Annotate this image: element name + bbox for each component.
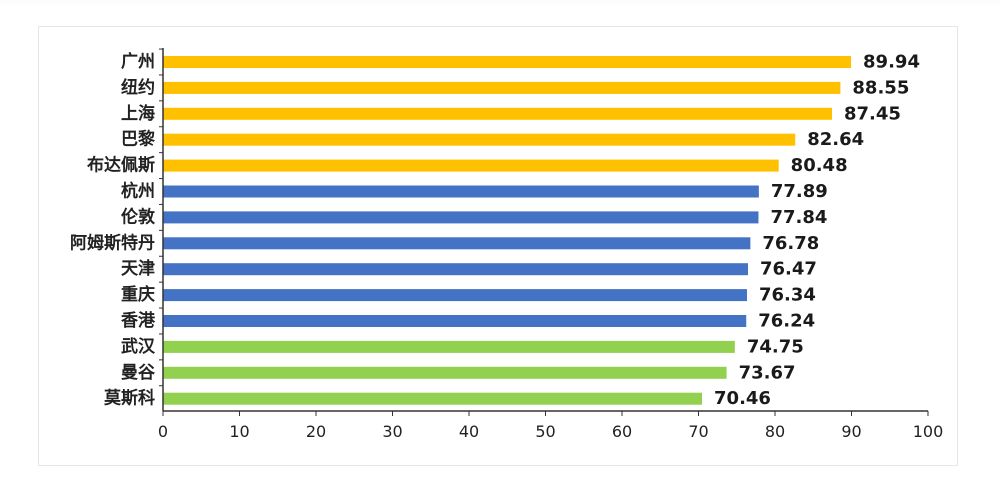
bar (163, 366, 727, 379)
category-label: 武汉 (121, 336, 156, 357)
value-label: 73.67 (739, 362, 796, 383)
x-tick-label: 50 (535, 422, 555, 441)
category-label: 广州 (121, 51, 155, 72)
value-label: 74.75 (747, 336, 804, 357)
x-tick-label: 10 (229, 422, 249, 441)
category-label: 伦敦 (121, 206, 156, 227)
value-label: 89.94 (863, 52, 920, 73)
x-tick-label: 40 (459, 422, 479, 441)
category-label: 重庆 (121, 284, 155, 305)
bar (163, 185, 759, 198)
x-tick-label: 100 (913, 422, 944, 441)
bar (163, 263, 748, 276)
value-label: 76.34 (759, 285, 816, 306)
bar (163, 159, 779, 172)
value-label: 82.64 (807, 129, 864, 150)
value-label: 77.89 (771, 181, 828, 202)
value-labels: 89.94 88.55 87.45 82.64 80.48 77.89 77.84 76.78… (714, 52, 920, 410)
category-label: 天津 (121, 258, 155, 279)
category-label: 巴黎 (121, 129, 155, 150)
category-label: 上海 (121, 103, 155, 124)
x-tick-label: 20 (306, 422, 326, 441)
x-tick-label: 90 (841, 422, 861, 441)
bar (163, 289, 748, 302)
category-label: 阿姆斯特丹 (70, 232, 155, 253)
bars-group (163, 56, 852, 405)
bar (163, 315, 747, 327)
value-label: 80.48 (791, 155, 848, 176)
category-label: 香港 (121, 310, 156, 331)
value-label: 77.84 (770, 207, 827, 228)
bar (163, 340, 735, 353)
x-tick-label: 60 (612, 422, 632, 441)
bar (163, 133, 796, 146)
axes (159, 48, 929, 416)
value-label: 70.46 (714, 388, 771, 409)
x-tick-label: 0 (158, 422, 168, 441)
x-tick-label: 70 (688, 422, 708, 441)
bar (163, 211, 759, 224)
category-label: 布达佩斯 (87, 155, 155, 176)
bar (163, 56, 852, 68)
bar (163, 107, 832, 120)
x-tick-labels: 0 10 20 30 40 50 60 70 80 90 100 (158, 422, 943, 441)
category-label: 莫斯科 (103, 388, 155, 409)
bar (163, 81, 841, 94)
x-tick-label: 30 (382, 422, 402, 441)
category-label: 杭州 (121, 181, 155, 202)
top-strip (0, 0, 1000, 8)
bar (163, 392, 703, 405)
value-label: 76.47 (760, 259, 817, 280)
x-tick-label: 80 (765, 422, 785, 441)
category-label: 曼谷 (121, 363, 156, 383)
value-label: 88.55 (852, 77, 909, 98)
value-label: 87.45 (844, 103, 901, 124)
bar (163, 237, 751, 250)
category-label: 纽约 (121, 77, 155, 98)
value-label: 76.78 (762, 233, 819, 254)
value-label: 76.24 (758, 311, 815, 332)
